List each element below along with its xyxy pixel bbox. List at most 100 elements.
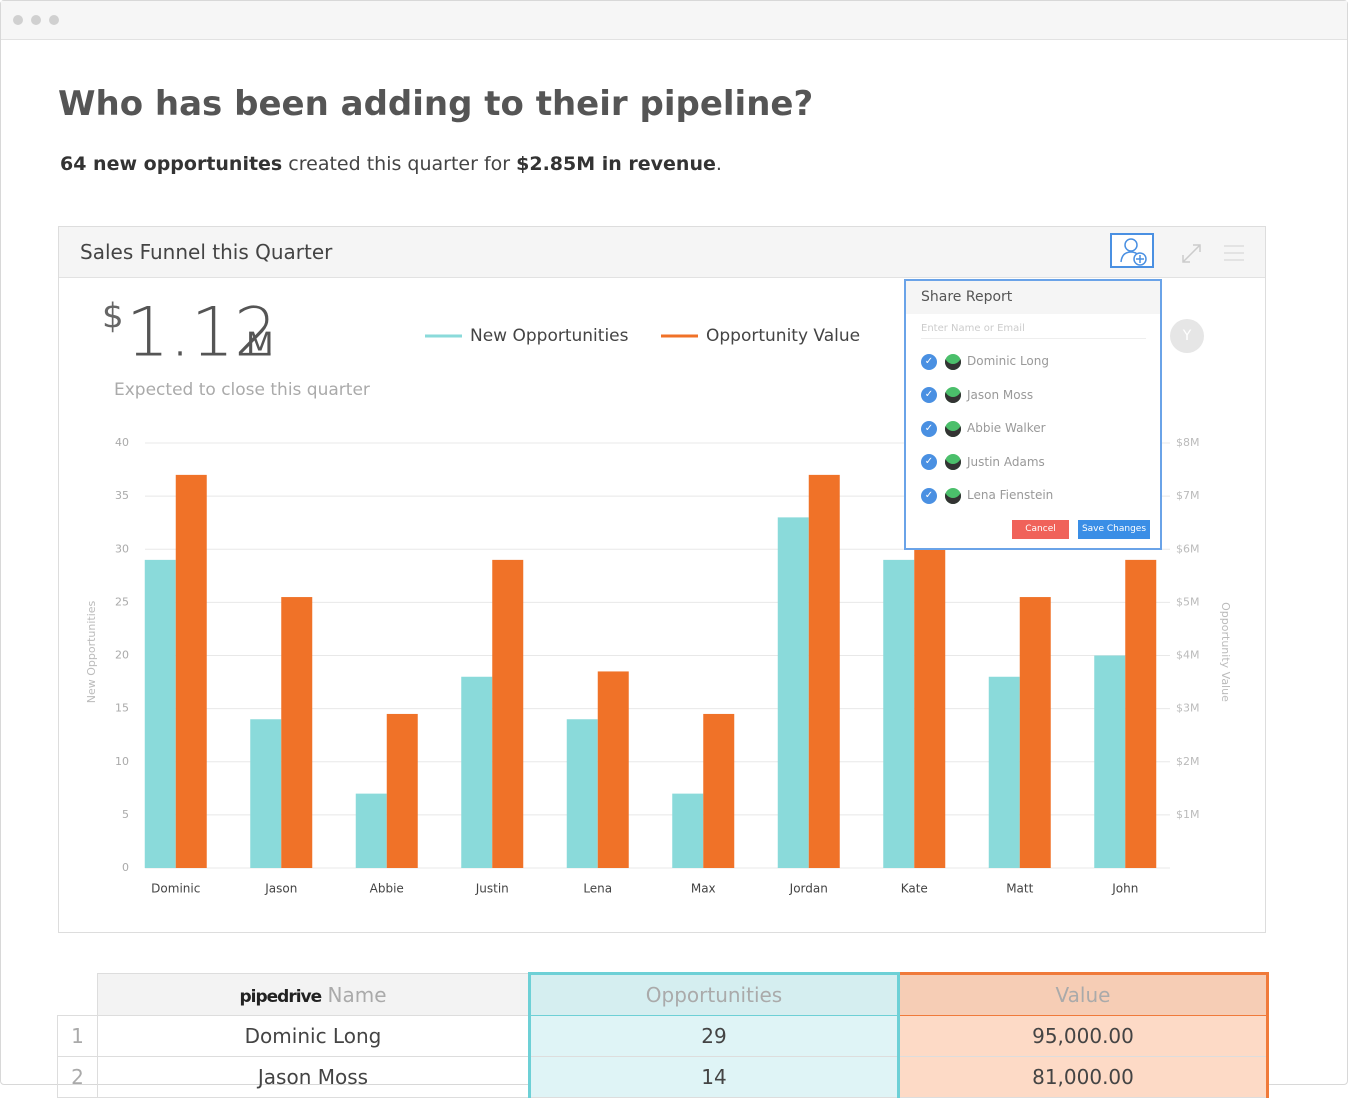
y-tick-label: 0	[122, 861, 129, 874]
y-tick-label: 35	[115, 489, 129, 502]
person-avatar	[945, 420, 961, 437]
share-popup: Share Report Enter Name or Email Cancel …	[904, 279, 1162, 550]
table-row: 2 Jason Moss 14 81,000.00	[57, 1056, 1269, 1098]
y-tick-label: 5	[122, 808, 129, 821]
x-tick-label: Matt	[1006, 882, 1033, 896]
person-name: Lena Fienstein	[967, 488, 1054, 502]
table-cell: 14	[528, 1056, 900, 1098]
bar	[597, 671, 629, 868]
kpi-value: 1.12	[126, 294, 277, 373]
y-tick-label: 25	[115, 595, 129, 608]
browser-toolbar	[1, 1, 1347, 40]
column-header: Name	[327, 982, 387, 1007]
bar	[355, 793, 387, 868]
save-button[interactable]: Save Changes	[1078, 520, 1150, 539]
kpi-currency: $	[102, 297, 124, 337]
y2-tick-label: $7M	[1176, 489, 1200, 502]
subtitle-part: .	[715, 153, 722, 175]
y-axis-label: New Opportunities	[85, 600, 98, 703]
person-row: ✓ Jason Moss	[921, 386, 1033, 406]
checkbox[interactable]: ✓	[921, 387, 937, 403]
person-row: ✓ Lena Fienstein	[921, 486, 1053, 506]
checkbox[interactable]: ✓	[921, 420, 937, 437]
x-tick-label: Dominic	[151, 882, 200, 896]
person-avatar	[945, 487, 961, 504]
subtitle-part: $2.85M in revenue	[516, 153, 716, 175]
x-tick-label: Jordan	[789, 882, 828, 896]
subtitle-part: 64 new opportunites	[60, 153, 283, 175]
kpi-caption: Expected to close this quarter	[114, 380, 370, 400]
y2-axis-label: Opportunity Value	[1219, 602, 1232, 702]
page-subtitle: 64 new opportunites created this quarter…	[60, 153, 722, 175]
bar	[1019, 597, 1051, 868]
y-tick-label: 30	[115, 542, 129, 555]
bar	[175, 474, 207, 868]
legend-label: New Opportunities	[470, 326, 629, 346]
window-dot[interactable]	[31, 15, 41, 25]
table-cell: 29	[528, 1015, 900, 1057]
bar	[703, 713, 735, 868]
bar	[566, 719, 598, 868]
bar	[461, 676, 493, 868]
y-tick-label: 10	[115, 755, 129, 768]
popup-title: Share Report	[906, 281, 1160, 314]
table-row: 1 Dominic Long 29 95,000.00	[57, 1015, 1269, 1057]
person-row: ✓ Dominic Long	[921, 352, 1049, 372]
window-dot[interactable]	[49, 15, 59, 25]
bar	[777, 517, 809, 868]
y2-tick-label: $5M	[1176, 595, 1200, 608]
checkbox[interactable]: ✓	[921, 353, 937, 370]
checkbox[interactable]: ✓	[921, 454, 937, 470]
x-tick-label: Jason	[264, 882, 297, 896]
person-name: Dominic Long	[967, 354, 1049, 368]
bar	[281, 597, 313, 868]
bar	[386, 713, 418, 868]
person-row: ✓ Abbie Walker	[921, 419, 1046, 439]
bar	[1094, 655, 1126, 868]
card-header	[59, 227, 1265, 278]
y2-tick-label: $8M	[1176, 436, 1200, 449]
menu-icon[interactable]	[1224, 245, 1244, 261]
card-tools	[1182, 244, 1244, 263]
user-avatar[interactable]: Y	[1170, 319, 1204, 353]
cancel-button[interactable]: Cancel	[1012, 520, 1069, 539]
table-header: pipedrive Name Opportunities Value	[57, 972, 1269, 1016]
person-name: Abbie Walker	[967, 421, 1046, 435]
share-icon	[1120, 238, 1147, 266]
expand-icon[interactable]	[1182, 244, 1201, 263]
page-title: Who has been adding to their pipeline?	[58, 84, 814, 124]
search-input[interactable]: Enter Name or Email	[921, 323, 1146, 339]
y-tick-label: 15	[115, 702, 129, 715]
index-header	[57, 973, 98, 1016]
y2-tick-label: $2M	[1176, 755, 1200, 768]
x-tick-label: Lena	[583, 882, 612, 896]
x-tick-label: Kate	[901, 882, 928, 896]
x-tick-label: Justin	[475, 882, 509, 896]
person-name: Justin Adams	[967, 454, 1045, 469]
bar	[883, 559, 915, 868]
share-button[interactable]	[1110, 233, 1154, 268]
bar	[672, 793, 704, 868]
subtitle-part: created this quarter for	[282, 153, 517, 175]
x-tick-label: John	[1111, 882, 1138, 896]
column-header: Opportunities	[528, 972, 900, 1016]
y2-tick-label: $1M	[1176, 808, 1200, 821]
x-tick-label: Abbie	[370, 882, 404, 896]
x-tick-label: Max	[691, 882, 716, 896]
table-cell: 2	[57, 1056, 98, 1098]
person-name: Jason Moss	[967, 387, 1034, 402]
window-dot[interactable]	[13, 15, 23, 25]
bar	[144, 559, 176, 868]
bar	[914, 549, 946, 868]
bar	[808, 474, 840, 868]
person-avatar	[945, 454, 961, 470]
data-table: pipedrive Name Opportunities Value 1 Domi…	[57, 972, 1269, 1098]
table-cell: Dominic Long	[97, 1015, 530, 1057]
logo: pipedrive	[239, 986, 322, 1007]
person-avatar	[945, 353, 961, 370]
y-tick-label: 20	[115, 649, 129, 662]
table-cell: 95,000.00	[897, 1015, 1269, 1057]
table-cell: 1	[57, 1015, 98, 1057]
checkbox[interactable]: ✓	[921, 487, 937, 504]
table-cell: 81,000.00	[897, 1056, 1269, 1098]
